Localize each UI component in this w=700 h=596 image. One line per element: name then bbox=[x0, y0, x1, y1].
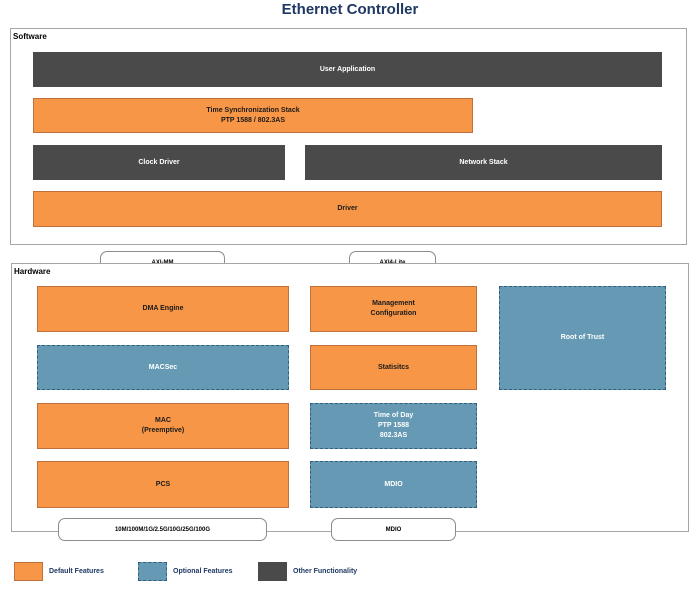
default-features-swatch bbox=[14, 562, 43, 581]
mac-block: MAC (Preemptive) bbox=[37, 403, 289, 449]
root-of-trust-block: Root of Trust bbox=[499, 286, 666, 390]
mdio-interface: MDIO bbox=[331, 518, 456, 541]
time-sync-stack-block: Time Synchronization Stack PTP 1588 / 80… bbox=[33, 98, 473, 133]
mdio-block: MDIO bbox=[310, 461, 477, 508]
default-features-label: Default Features bbox=[49, 568, 104, 575]
clock-driver-block: Clock Driver bbox=[33, 145, 285, 180]
network-stack-block: Network Stack bbox=[305, 145, 662, 180]
pcs-block: PCS bbox=[37, 461, 289, 508]
hardware-label: Hardware bbox=[14, 267, 51, 276]
optional-features-swatch bbox=[138, 562, 167, 581]
dma-engine-block: DMA Engine bbox=[37, 286, 289, 332]
diagram-title: Ethernet Controller bbox=[281, 1, 419, 18]
other-functionality-label: Other Functionality bbox=[293, 568, 358, 575]
statistics-block: Statisitcs bbox=[310, 345, 477, 390]
other-functionality-swatch bbox=[258, 562, 287, 581]
user-application-block: User Application bbox=[33, 52, 662, 87]
driver-block: Driver bbox=[33, 191, 662, 227]
software-label: Software bbox=[13, 32, 47, 41]
time-of-day-block: Time of Day PTP 1588 802.3AS bbox=[310, 403, 477, 449]
optional-features-label: Optional Features bbox=[173, 568, 233, 575]
macsec-block: MACSec bbox=[37, 345, 289, 390]
management-configuration-block: Management Configuration bbox=[310, 286, 477, 332]
speed-interface: 10M/100M/1G/2.5G/10G/25G/100G bbox=[58, 518, 267, 541]
